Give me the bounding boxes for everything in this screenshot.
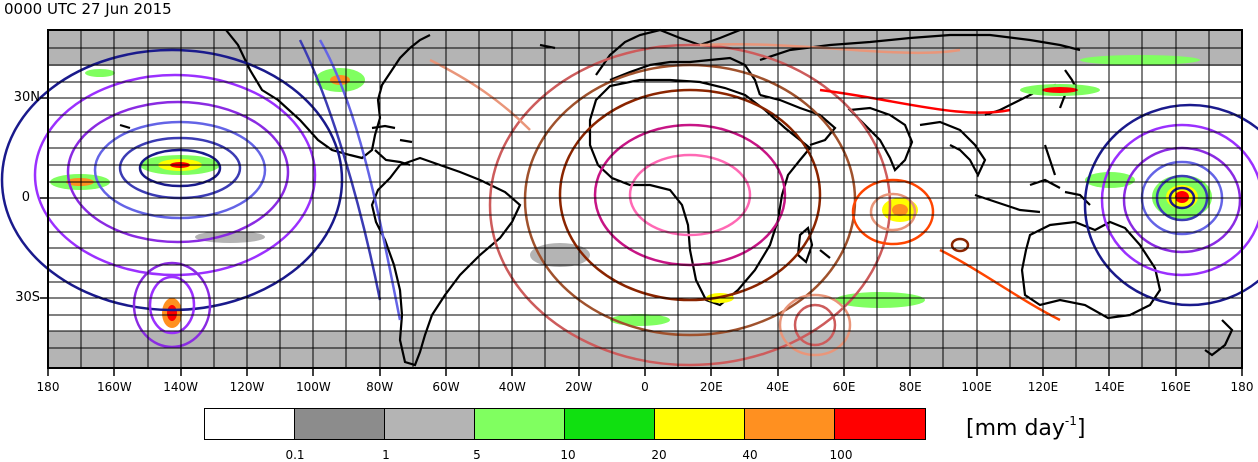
graticule-meridians <box>80 30 1210 368</box>
lon-label: 40W <box>498 380 526 394</box>
colorbar-swatch-2 <box>385 409 475 439</box>
contours-negative <box>0 39 1258 349</box>
lon-label: 20E <box>699 380 723 394</box>
colorbar-swatch-5 <box>655 409 745 439</box>
colorbar-tick-label: 40 <box>742 448 758 462</box>
lon-label: 80W <box>366 380 394 394</box>
colorbar-swatch-4 <box>565 409 655 439</box>
lon-label: 40E <box>766 380 790 394</box>
colorbar <box>204 408 926 440</box>
lon-label: 180 <box>36 380 60 394</box>
lon-label: 120E <box>1027 380 1059 394</box>
units-main: [mm day <box>966 416 1065 441</box>
colorbar-tick-label: 20 <box>651 448 667 462</box>
precipitation-map <box>0 28 1258 376</box>
colorbar-tick-label: 5 <box>473 448 481 462</box>
lon-label: 60E <box>832 380 856 394</box>
lat-label-30n: 30N <box>13 90 40 105</box>
colorbar-swatch-1 <box>295 409 385 439</box>
colorbar-swatch-7 <box>835 409 925 439</box>
lat-label-30s: 30S <box>15 290 40 305</box>
colorbar-swatch-6 <box>745 409 835 439</box>
colorbar-tick-label: 1 <box>382 448 390 462</box>
units-exponent: -1 <box>1064 414 1077 428</box>
lon-label: 100E <box>961 380 992 394</box>
contours-positive <box>429 42 1061 367</box>
colorbar-swatch-3 <box>475 409 565 439</box>
colorbar-swatch-0 <box>205 409 295 439</box>
lon-label: 20W <box>565 380 593 394</box>
map-title: 0000 UTC 27 Jun 2015 <box>4 0 172 18</box>
lon-label: 0 <box>641 380 649 394</box>
lon-label: 160E <box>1160 380 1191 394</box>
precipitation-patches <box>50 55 1212 328</box>
lon-label: 140W <box>163 380 199 394</box>
lon-label: 80E <box>898 380 922 394</box>
colorbar-units: [mm day-1] <box>966 414 1086 441</box>
lon-label: 60W <box>432 380 460 394</box>
colorbar-tick-label: 100 <box>829 448 853 462</box>
lon-label: 160W <box>96 380 132 394</box>
lat-label-0: 0 <box>21 190 30 205</box>
colorbar-tick-label: 10 <box>560 448 576 462</box>
colorbar-tick-label: 0.1 <box>285 448 305 462</box>
lon-label: 100W <box>295 380 331 394</box>
lon-label: 120W <box>229 380 265 394</box>
lon-label: 180 <box>1230 380 1254 394</box>
lon-label: 140E <box>1094 380 1125 394</box>
axis-ticks <box>40 97 1243 376</box>
units-close: ] <box>1076 416 1086 441</box>
